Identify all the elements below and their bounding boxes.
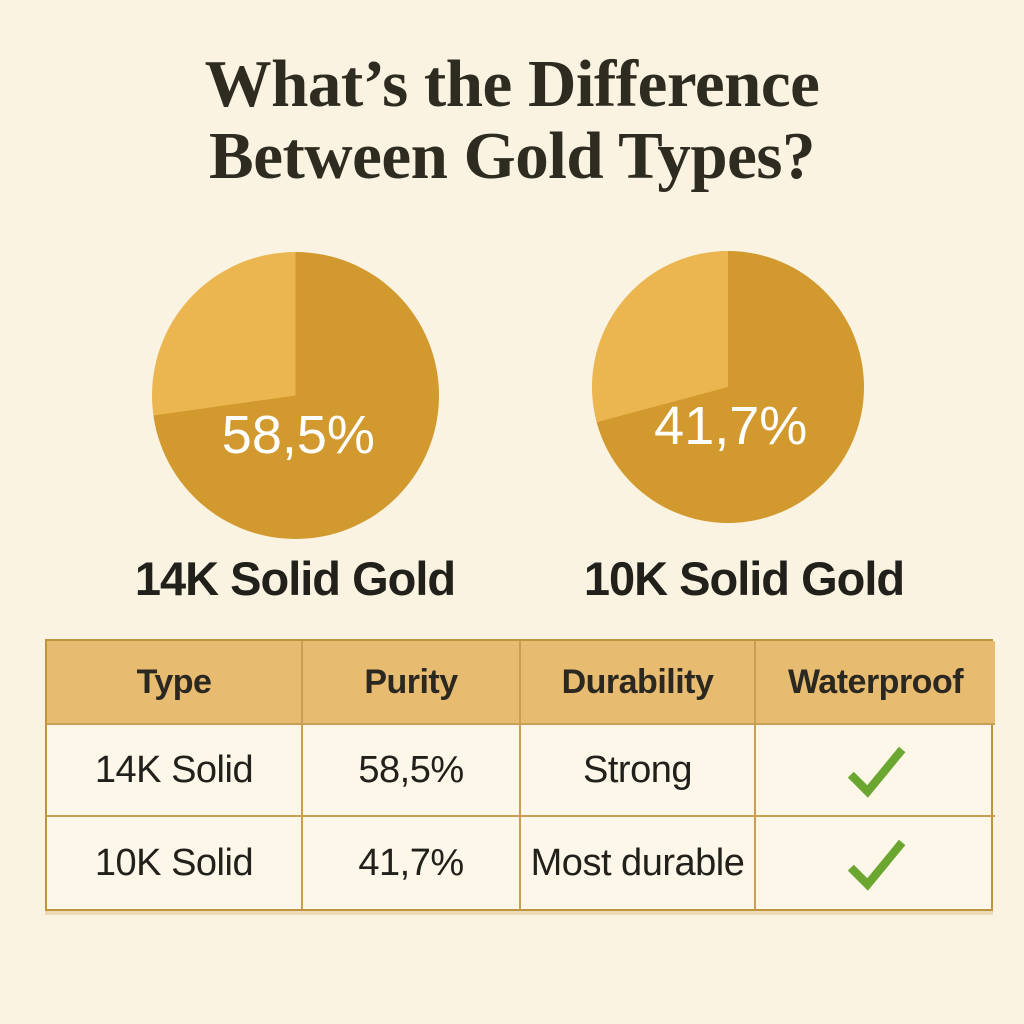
cell-type-14k: 14K Solid: [47, 725, 303, 817]
cell-purity-10k: 41,7%: [303, 817, 521, 909]
checkmark-icon: [847, 746, 905, 798]
comparison-table: Type Purity Durability Waterproof 14K So…: [45, 639, 995, 911]
cell-type-10k: 10K Solid: [47, 817, 303, 909]
header-cell-type: Type: [47, 641, 303, 725]
pie-caption-14k: 14K Solid Gold: [134, 552, 456, 605]
page-title-line2: Between Gold Types?: [209, 119, 815, 194]
cell-waterproof-10k: [756, 817, 995, 909]
cell-durability-14k: Strong: [521, 725, 756, 817]
page-title: What’s the Difference Between Gold Types…: [0, 48, 1024, 193]
cell-purity-14k: 58,5%: [303, 725, 521, 817]
pie-chart-14k-gold: 58,5%: [152, 252, 439, 539]
cell-durability-10k: Most durable: [521, 817, 756, 909]
header-cell-waterproof: Waterproof: [756, 641, 995, 725]
pie-value-label-10k: 41,7%: [654, 396, 808, 457]
pie-value-label-14k: 58,5%: [221, 405, 375, 466]
header-cell-purity: Purity: [303, 641, 521, 725]
pie-caption-10k: 10K Solid Gold: [583, 552, 905, 605]
pie-chart-10k-gold: 41,7%: [592, 251, 864, 523]
header-cell-durability: Durability: [521, 641, 756, 725]
checkmark-icon: [847, 839, 905, 891]
cell-waterproof-14k: [756, 725, 995, 817]
page-title-line1: What’s the Difference: [204, 47, 820, 121]
